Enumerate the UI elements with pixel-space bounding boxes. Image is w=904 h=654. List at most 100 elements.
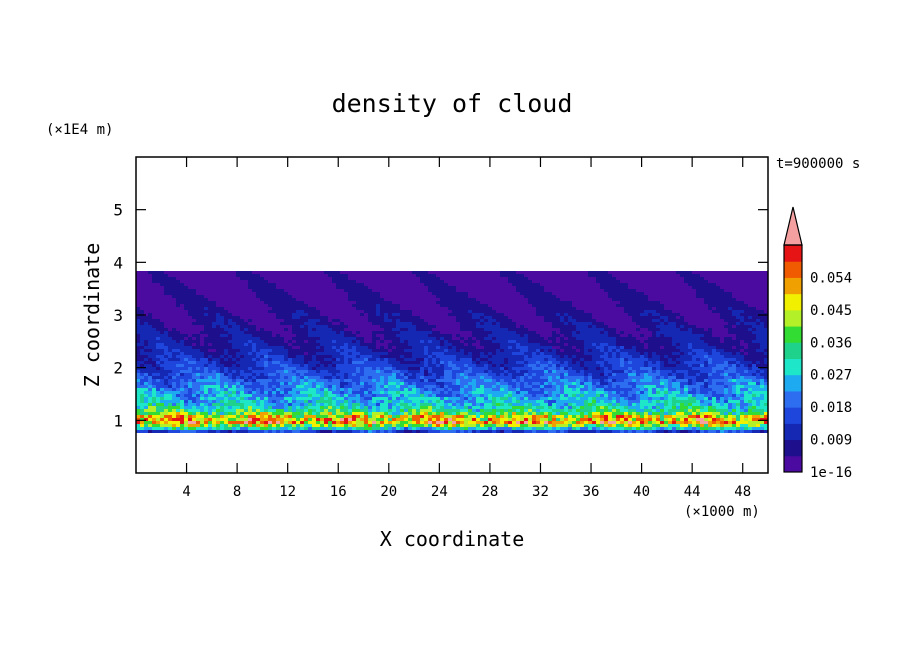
density-cell xyxy=(268,328,272,331)
density-cell xyxy=(148,364,152,367)
density-cell xyxy=(208,334,212,337)
density-cell xyxy=(520,340,524,343)
density-cell xyxy=(700,316,704,319)
density-cell xyxy=(564,316,568,319)
density-cell xyxy=(760,298,764,301)
density-cell xyxy=(548,271,552,274)
density-cell xyxy=(200,355,204,358)
density-cell xyxy=(228,286,232,289)
density-cell xyxy=(716,286,720,289)
density-cell xyxy=(180,358,184,361)
density-cell xyxy=(524,349,528,352)
density-cell xyxy=(640,271,644,274)
density-cell xyxy=(300,319,304,322)
density-cell xyxy=(676,304,680,307)
density-cell xyxy=(392,349,396,352)
density-cell xyxy=(648,325,652,328)
density-cell xyxy=(672,271,676,274)
density-cell xyxy=(160,319,164,322)
density-cell xyxy=(184,298,188,301)
density-cell xyxy=(280,286,284,289)
density-cell xyxy=(736,286,740,289)
density-cell xyxy=(216,277,220,280)
density-cell xyxy=(408,313,412,316)
density-cell xyxy=(424,346,428,349)
density-cell xyxy=(508,349,512,352)
density-cell xyxy=(732,352,736,355)
density-cell xyxy=(504,289,508,292)
density-cell xyxy=(524,337,528,340)
density-cell xyxy=(504,304,508,307)
density-cell xyxy=(596,319,600,322)
density-cell xyxy=(252,304,256,307)
density-cell xyxy=(188,292,192,295)
density-cell xyxy=(684,316,688,319)
density-cell xyxy=(576,358,580,361)
density-cell xyxy=(268,343,272,346)
density-cell xyxy=(736,325,740,328)
density-cell xyxy=(188,322,192,325)
density-cell xyxy=(468,331,472,334)
density-cell xyxy=(304,331,308,334)
density-cell xyxy=(440,289,444,292)
density-cell xyxy=(532,307,536,310)
density-cell xyxy=(536,298,540,301)
density-cell xyxy=(388,301,392,304)
density-cell xyxy=(616,343,620,346)
density-cell xyxy=(172,301,176,304)
density-cell xyxy=(504,349,508,352)
density-cell xyxy=(296,301,300,304)
density-cell xyxy=(380,319,384,322)
density-cell xyxy=(416,283,420,286)
density-cell xyxy=(764,301,768,304)
density-cell xyxy=(160,304,164,307)
density-cell xyxy=(472,346,476,349)
density-cell xyxy=(588,289,592,292)
density-cell xyxy=(448,334,452,337)
density-cell xyxy=(472,319,476,322)
density-cell xyxy=(700,334,704,337)
density-cell xyxy=(508,337,512,340)
density-cell xyxy=(656,319,660,322)
density-cell xyxy=(436,325,440,328)
density-cell xyxy=(308,271,312,274)
density-cell xyxy=(428,325,432,328)
density-cell xyxy=(400,352,404,355)
density-cell xyxy=(216,322,220,325)
density-cell xyxy=(440,313,444,316)
density-cell xyxy=(484,286,488,289)
density-cell xyxy=(472,274,476,277)
density-cell xyxy=(508,286,512,289)
density-cell xyxy=(556,343,560,346)
density-cell xyxy=(360,322,364,325)
density-cell xyxy=(172,325,176,328)
density-cell xyxy=(208,307,212,310)
density-cell xyxy=(616,289,620,292)
density-cell xyxy=(340,271,344,274)
density-cell xyxy=(508,343,512,346)
density-cell xyxy=(600,274,604,277)
density-cell xyxy=(688,340,692,343)
density-cell xyxy=(316,340,320,343)
density-cell xyxy=(732,292,736,295)
density-cell xyxy=(516,331,520,334)
density-cell xyxy=(468,298,472,301)
density-cell xyxy=(180,337,184,340)
density-cell xyxy=(272,340,276,343)
density-cell xyxy=(240,337,244,340)
density-cell xyxy=(296,331,300,334)
density-cell xyxy=(212,361,216,364)
density-cell xyxy=(688,295,692,298)
density-cell xyxy=(456,277,460,280)
density-cell xyxy=(220,349,224,352)
density-cell xyxy=(400,364,404,367)
density-cell xyxy=(616,295,620,298)
density-cell xyxy=(188,274,192,277)
density-cell xyxy=(676,316,680,319)
density-cell xyxy=(260,313,264,316)
density-cell xyxy=(240,307,244,310)
density-cell xyxy=(556,361,560,364)
density-cell xyxy=(328,361,332,364)
density-cell xyxy=(336,289,340,292)
density-cell xyxy=(436,364,440,367)
